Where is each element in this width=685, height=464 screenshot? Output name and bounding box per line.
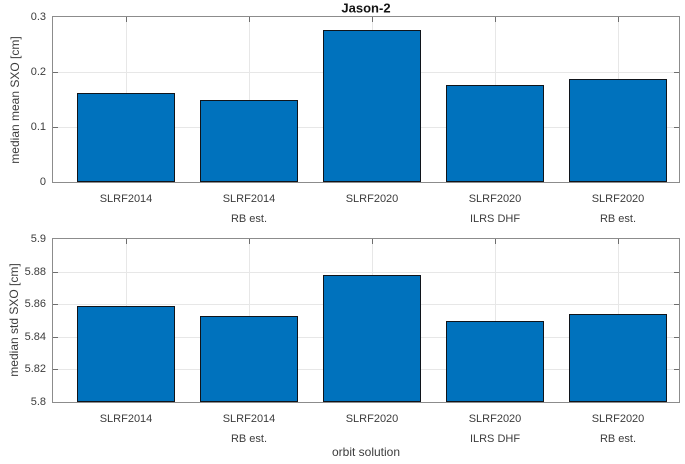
x-tick-mark [618,17,619,22]
bar-slrf2020-ilrs-dhf [446,84,544,182]
x-tick-label: SLRF2020 [591,413,645,425]
x-tick-label: RB est. [230,213,268,225]
bar-slrf2014 [77,92,175,182]
x-tick-mark [495,239,496,244]
top-axes [52,16,680,183]
y-tick-label: 5.84 [24,330,46,343]
y-tick-mark [674,127,679,128]
bar-slrf2020 [323,30,421,182]
y-tick-label: 5.86 [24,298,46,311]
y-tick-mark [53,336,58,338]
x-tick-label: SLRF2014 [99,193,153,205]
x-tick-label: SLRF2014 [99,413,153,425]
x-tick-label: RB est. [230,433,268,445]
x-tick-mark [618,239,619,244]
x-axis-label: orbit solution [331,445,401,459]
bar-slrf2020-rb-est- [569,78,667,182]
y-tick-label: 0 [39,176,46,188]
x-tick-mark [126,17,127,22]
x-tick-label: RB est. [599,433,637,445]
y-tick-label: 0.3 [30,11,46,23]
y-tick-mark [53,127,58,128]
bar-slrf2014-rb-est- [200,99,298,182]
y-tick-label: 5.8 [30,396,46,408]
x-tick-label: SLRF2014 [222,413,276,425]
bar-slrf2020 [323,274,421,402]
y-tick-mark [53,304,58,306]
x-tick-label: SLRF2020 [468,413,522,425]
chart-title: Jason-2 [341,0,391,16]
x-tick-mark [249,239,250,244]
x-tick-label: SLRF2020 [345,193,399,205]
y-tick-mark [53,369,58,371]
x-tick-label: SLRF2020 [345,413,399,425]
x-tick-label: ILRS DHF [469,213,521,225]
x-tick-label: RB est. [599,213,637,225]
y-tick-label: 5.88 [24,265,46,278]
y-tick-label: 5.82 [24,363,46,376]
y-tick-mark [674,271,679,273]
y-tick-mark [674,72,679,73]
bar-slrf2020-ilrs-dhf [446,320,544,402]
bar-slrf2020-rb-est- [569,313,667,402]
bottom-axes [52,238,680,403]
top-y-axis-label: median mean SXO [cm] [8,36,22,164]
y-tick-mark [53,72,58,73]
x-tick-mark [372,17,373,22]
bar-slrf2014-rb-est- [200,315,298,402]
x-tick-mark [249,17,250,22]
x-tick-mark [495,17,496,22]
y-tick-label: 0.2 [30,66,46,78]
x-tick-label: ILRS DHF [469,433,521,445]
bottom-y-axis-label: median std SXO [cm] [7,263,21,377]
x-tick-label: SLRF2020 [591,193,645,205]
y-tick-label: 0.1 [30,121,46,133]
bar-slrf2014 [77,305,175,402]
y-tick-mark [674,304,679,306]
x-tick-mark [126,239,127,244]
y-tick-mark [674,369,679,371]
x-tick-label: SLRF2014 [222,193,276,205]
y-tick-mark [674,336,679,338]
x-tick-label: SLRF2020 [468,193,522,205]
horizontal-gridline [53,271,679,273]
x-tick-mark [372,239,373,244]
y-tick-label: 5.9 [30,233,46,245]
y-tick-mark [53,271,58,273]
